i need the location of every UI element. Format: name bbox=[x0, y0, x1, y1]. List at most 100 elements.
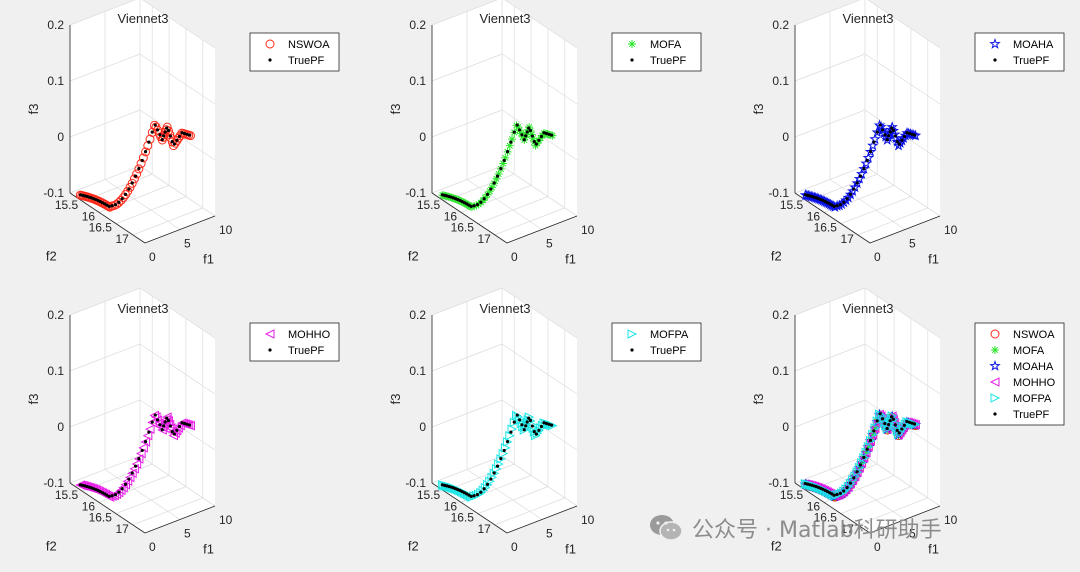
data-point bbox=[522, 138, 526, 142]
data-point bbox=[149, 410, 159, 421]
data-point bbox=[532, 430, 536, 434]
data-point bbox=[529, 134, 538, 143]
chart-title: Viennet3 bbox=[842, 301, 893, 316]
grid-line bbox=[431, 0, 498, 26]
chart-title: Viennet3 bbox=[842, 11, 893, 26]
z-tick-label: -0.1 bbox=[43, 186, 64, 200]
data-point bbox=[530, 134, 534, 138]
z-tick-label: 0.1 bbox=[47, 74, 64, 88]
z-tick-label: 0 bbox=[57, 130, 64, 144]
series-truepf bbox=[803, 412, 917, 497]
y-tick-label: 16 bbox=[82, 209, 96, 223]
legend-label: MOHHO bbox=[288, 329, 331, 341]
data-point bbox=[165, 416, 169, 420]
data-point bbox=[182, 421, 187, 426]
data-point bbox=[848, 192, 853, 196]
y-axis-label: f2 bbox=[408, 539, 419, 554]
data-point bbox=[524, 134, 528, 138]
data-point bbox=[864, 443, 873, 452]
data-point bbox=[530, 424, 534, 428]
data-point bbox=[542, 131, 546, 135]
data-point bbox=[168, 424, 172, 428]
data-point bbox=[528, 418, 533, 423]
grid-line bbox=[69, 455, 141, 484]
data-point bbox=[858, 174, 863, 178]
data-point bbox=[544, 421, 549, 426]
legend-marker bbox=[991, 346, 999, 354]
z-tick-label: -0.1 bbox=[405, 186, 426, 200]
data-point bbox=[845, 478, 856, 489]
data-point bbox=[888, 419, 892, 423]
data-point bbox=[864, 145, 877, 157]
legend-marker bbox=[630, 58, 634, 62]
data-point bbox=[868, 431, 877, 440]
data-point bbox=[835, 204, 839, 208]
legend-label: TruePF bbox=[650, 55, 687, 67]
grid-line bbox=[794, 0, 861, 26]
data-point bbox=[549, 423, 554, 427]
z-tick-label: 0.2 bbox=[47, 308, 64, 322]
legend-box bbox=[611, 32, 702, 72]
legend: MOHHO TruePF bbox=[249, 322, 340, 362]
z-tick-label: -0.1 bbox=[43, 476, 64, 490]
data-point bbox=[170, 138, 180, 148]
grid-line bbox=[794, 287, 866, 316]
data-point bbox=[127, 178, 137, 188]
x-tick-label: 0 bbox=[149, 540, 156, 554]
data-point bbox=[852, 467, 863, 477]
data-point bbox=[862, 449, 871, 458]
data-point bbox=[512, 420, 516, 424]
chart-title: Viennet3 bbox=[117, 11, 168, 26]
grid-line bbox=[139, 53, 216, 105]
legend-label: NSWOA bbox=[1013, 329, 1055, 341]
chart-title: Viennet3 bbox=[117, 301, 168, 316]
y-tick-label: 16.5 bbox=[451, 511, 475, 525]
z-axis-label: f3 bbox=[388, 104, 403, 115]
data-point bbox=[868, 438, 873, 442]
data-point bbox=[482, 197, 486, 201]
grid-line bbox=[794, 53, 866, 82]
grid-line bbox=[132, 497, 203, 526]
data-point bbox=[162, 134, 166, 138]
x-tick-label: 10 bbox=[219, 513, 233, 527]
data-point bbox=[862, 455, 866, 459]
data-point bbox=[489, 187, 493, 191]
legend-label: TruePF bbox=[1013, 409, 1050, 421]
data-point bbox=[872, 429, 876, 433]
back-pane-yz bbox=[140, 288, 215, 506]
x-axis-line bbox=[506, 215, 578, 244]
legend-label: TruePF bbox=[1013, 55, 1050, 67]
data-point bbox=[888, 130, 892, 134]
z-tick-label: 0 bbox=[782, 130, 789, 144]
grid-line bbox=[857, 497, 928, 526]
x-tick-label: 0 bbox=[511, 540, 518, 554]
x-axis-line bbox=[144, 505, 216, 534]
data-point bbox=[887, 422, 891, 427]
z-tick-label: -0.1 bbox=[768, 186, 789, 200]
data-point bbox=[505, 141, 514, 150]
data-point bbox=[469, 494, 473, 499]
back-pane-yz bbox=[140, 0, 215, 216]
data-point bbox=[838, 196, 850, 208]
legend-box bbox=[611, 322, 702, 362]
data-point bbox=[897, 142, 901, 146]
z-tick-label: -0.1 bbox=[405, 476, 426, 490]
z-tick-label: 0.1 bbox=[47, 364, 64, 378]
data-point bbox=[845, 197, 849, 201]
data-point bbox=[902, 134, 907, 139]
data-point bbox=[171, 425, 182, 436]
grid-line bbox=[431, 109, 503, 138]
grid-line bbox=[431, 399, 503, 428]
z-tick-label: 0.2 bbox=[47, 18, 64, 32]
data-point bbox=[157, 425, 167, 435]
y-tick-label: 15.5 bbox=[780, 198, 804, 212]
data-point bbox=[872, 140, 876, 144]
grid-line bbox=[794, 109, 866, 138]
data-point bbox=[495, 174, 500, 178]
legend-box bbox=[249, 322, 340, 362]
y-axis-line bbox=[794, 192, 871, 244]
data-point bbox=[137, 457, 141, 461]
legend-label: NSWOA bbox=[288, 39, 330, 51]
data-point bbox=[874, 409, 885, 419]
